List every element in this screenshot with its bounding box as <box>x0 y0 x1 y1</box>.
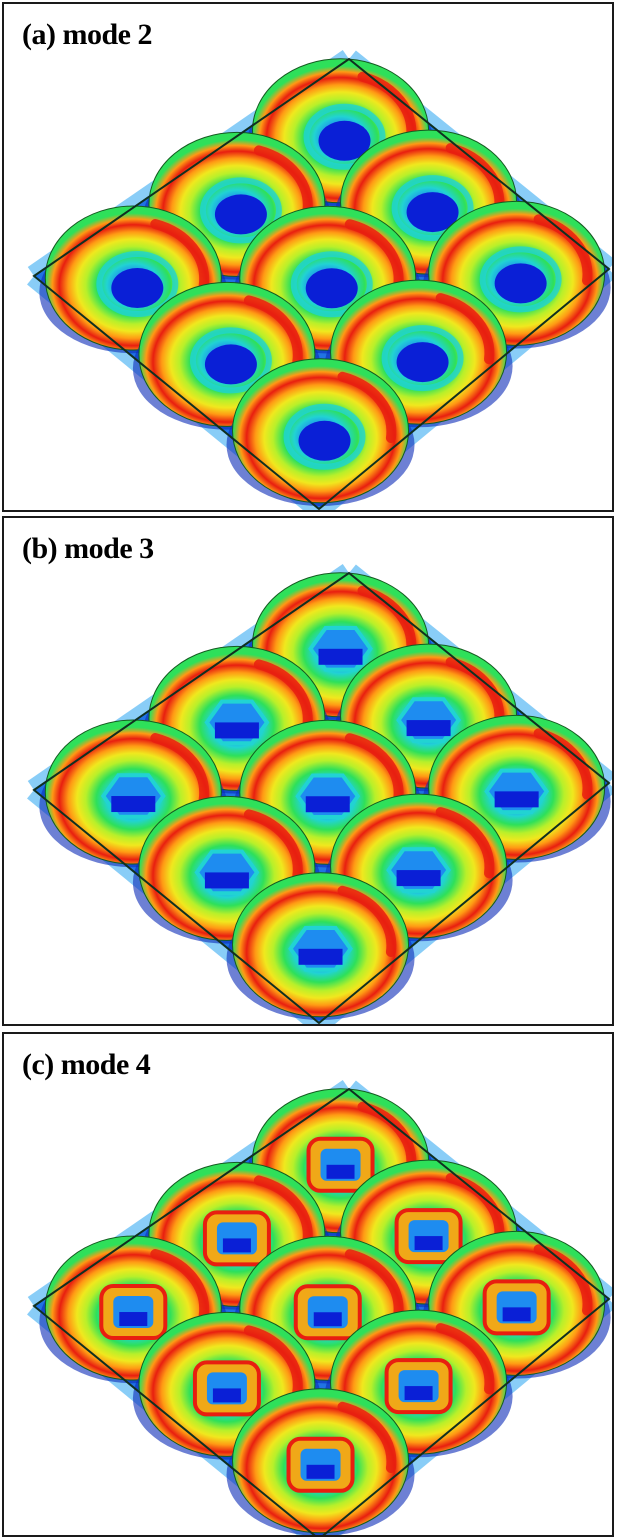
panel-mode-3: (b) mode 3 <box>2 516 614 1026</box>
surface-plot <box>27 49 612 510</box>
lattice-edge <box>32 571 611 1024</box>
lattice-bump <box>226 358 415 507</box>
surface-plot <box>27 1079 612 1535</box>
panel-mode-4: (c) mode 4 <box>2 1032 614 1537</box>
surface-plot <box>27 563 612 1024</box>
panel-label: (a) mode 2 <box>22 18 152 51</box>
panel-label: (b) mode 3 <box>22 532 154 565</box>
lattice-edge <box>32 1087 611 1535</box>
lattice-bump <box>39 719 228 868</box>
lattice-edge <box>32 57 611 510</box>
lattice-bump <box>226 1388 415 1535</box>
lattice-bump <box>226 872 415 1021</box>
panel-mode-2: (a) mode 2 <box>2 2 614 512</box>
panel-label: (c) mode 4 <box>22 1048 151 1081</box>
